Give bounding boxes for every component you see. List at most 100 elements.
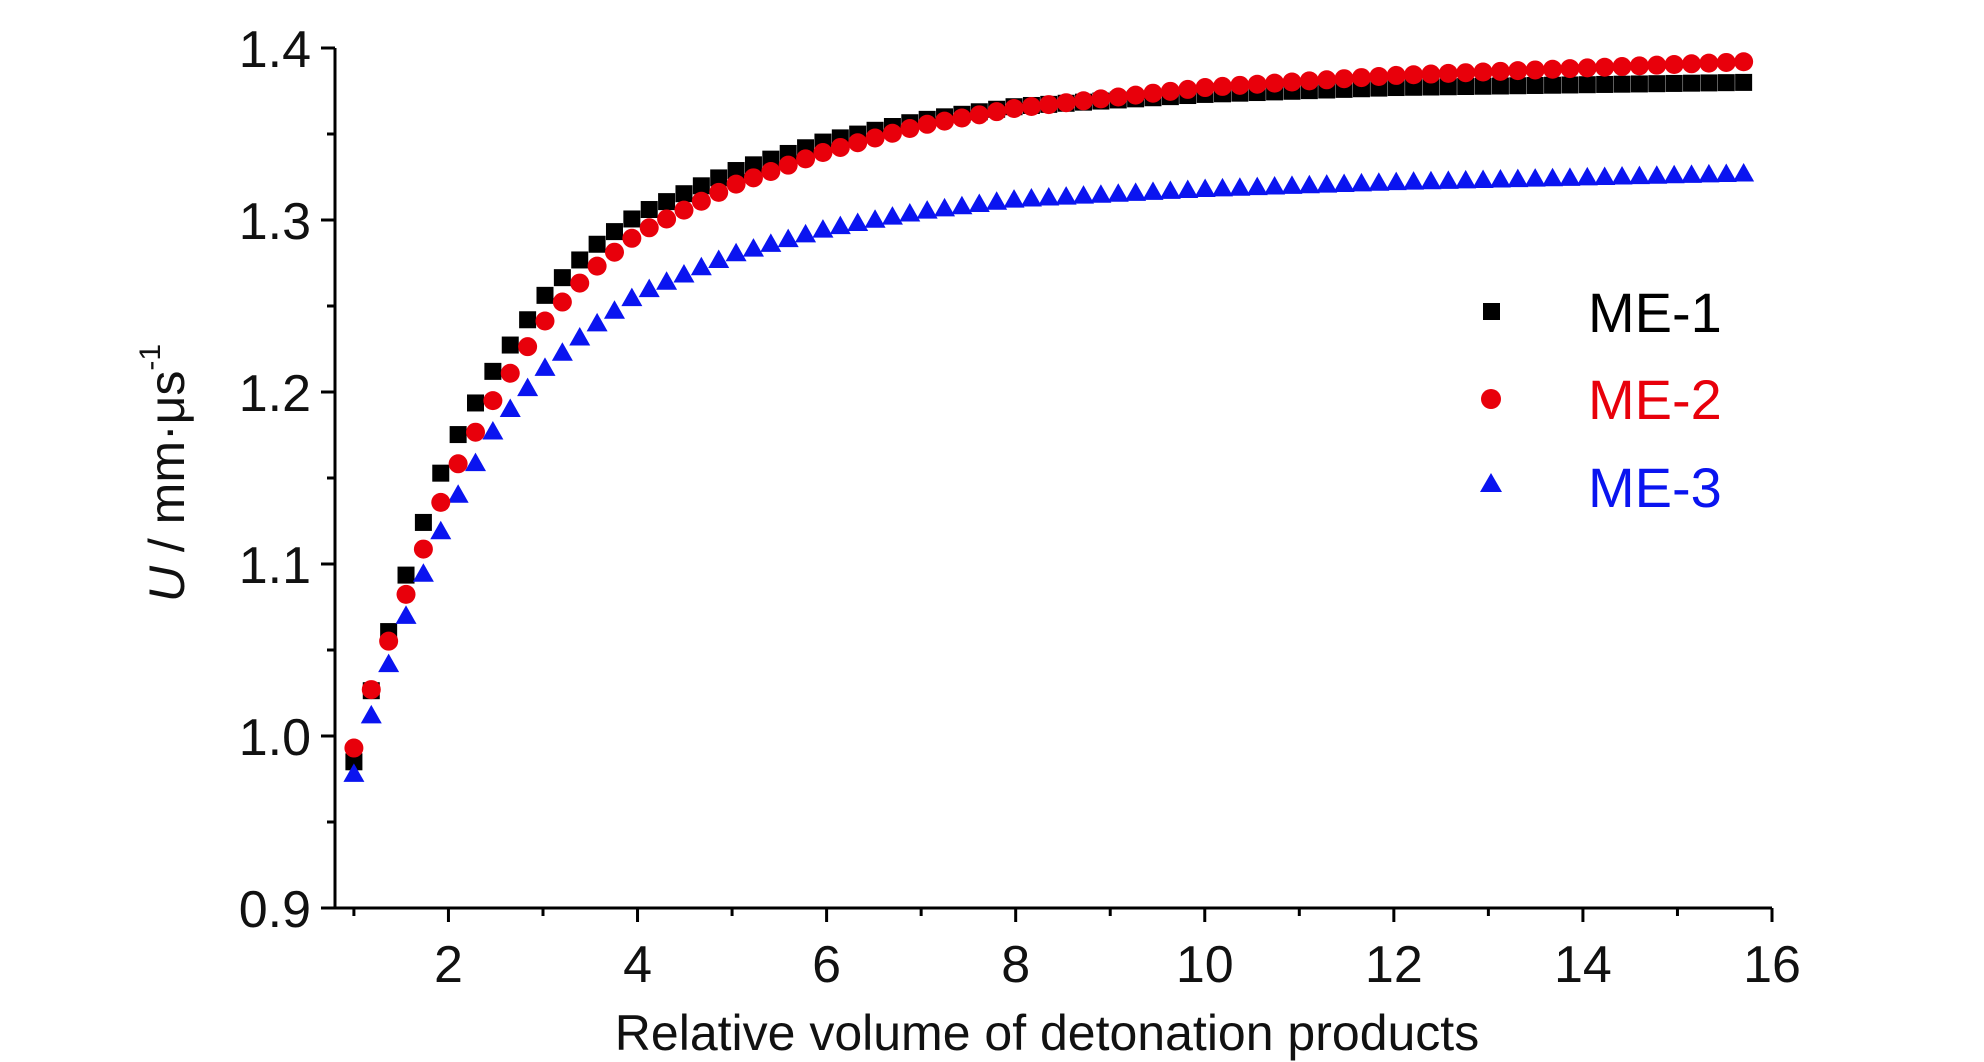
data-point-me-2 [1351, 68, 1371, 88]
y-tick-label: 1.2 [239, 365, 311, 423]
data-point-me-3 [586, 312, 608, 332]
data-point-me-3 [603, 300, 625, 319]
data-point-me-3 [1420, 170, 1442, 190]
data-point-me-2 [778, 155, 798, 175]
data-point-me-1 [501, 336, 519, 354]
data-point-me-3 [1298, 174, 1320, 194]
data-point-me-2 [1074, 91, 1094, 111]
data-point-me-3 [1107, 183, 1129, 202]
data-point-me-2 [848, 133, 868, 153]
data-point-me-2 [1230, 75, 1250, 95]
data-point-me-1 [519, 311, 537, 329]
data-point-me-2 [900, 118, 920, 138]
data-point-me-3 [986, 191, 1008, 210]
data-point-me-3 [1542, 167, 1564, 187]
data-point-me-2 [1282, 72, 1302, 92]
data-point-me-2 [796, 149, 816, 169]
data-point-me-1 [727, 162, 745, 180]
data-point-me-2 [1317, 70, 1337, 90]
data-point-me-3 [412, 563, 434, 582]
data-point-me-3 [1403, 171, 1425, 190]
data-point-me-2 [830, 137, 850, 157]
data-point-me-2 [1386, 65, 1406, 85]
data-point-me-3 [482, 421, 504, 440]
series-me-2 [344, 52, 1754, 758]
data-point-me-3 [1455, 169, 1477, 189]
data-point-me-2 [1490, 61, 1510, 81]
data-point-me-3 [569, 327, 591, 346]
data-point-me-3 [1385, 171, 1407, 191]
chart-marks [343, 52, 1755, 782]
data-point-me-3 [725, 242, 747, 262]
data-point-me-2 [1004, 99, 1024, 119]
data-point-me-2 [1091, 89, 1111, 109]
data-point-me-2 [483, 391, 503, 411]
data-point-me-1 [1700, 74, 1718, 92]
y-tick-label: 1.1 [239, 537, 311, 595]
data-point-me-2 [969, 105, 989, 125]
data-point-me-2 [1265, 73, 1285, 93]
data-point-me-1 [623, 210, 641, 228]
data-point-me-3 [829, 215, 851, 235]
data-point-me-3 [1559, 167, 1581, 186]
legend-marker-me-1 [1483, 303, 1500, 320]
data-point-me-2 [1577, 58, 1597, 78]
data-point-me-3 [847, 212, 869, 231]
data-point-me-3 [1576, 166, 1598, 186]
legend-item-me-1: ME-1 [1483, 281, 1722, 344]
data-point-me-2 [1664, 54, 1684, 74]
data-point-me-2 [622, 228, 642, 248]
data-point-me-3 [1159, 180, 1181, 199]
data-point-me-3 [1489, 169, 1511, 188]
data-point-me-2 [1543, 59, 1563, 79]
data-point-me-1 [1509, 77, 1527, 95]
data-point-me-1 [1683, 74, 1701, 92]
data-point-me-2 [500, 363, 520, 383]
series-me-3 [343, 163, 1755, 782]
x-tick-label: 2 [434, 936, 463, 994]
data-point-me-3 [1038, 187, 1060, 206]
data-point-me-1 [605, 223, 623, 241]
data-point-me-3 [1681, 164, 1703, 183]
data-point-me-3 [1628, 165, 1650, 185]
legend-item-me-2: ME-2 [1481, 368, 1722, 431]
data-point-me-2 [726, 174, 746, 194]
legend-marker-me-2 [1481, 389, 1501, 409]
data-point-me-3 [1437, 170, 1459, 189]
data-point-me-2 [743, 168, 763, 188]
data-point-me-2 [882, 123, 902, 143]
data-point-me-1 [1544, 76, 1562, 94]
data-point-me-3 [1194, 178, 1216, 198]
data-point-me-2 [361, 680, 381, 700]
legend-item-me-3: ME-3 [1480, 456, 1722, 519]
x-tick-label: 4 [623, 936, 652, 994]
data-point-me-2 [1108, 87, 1128, 107]
data-point-me-3 [1715, 163, 1737, 182]
data-point-me-2 [1369, 66, 1389, 86]
data-point-me-2 [1212, 76, 1232, 96]
data-point-me-1 [1717, 74, 1735, 92]
data-point-me-3 [1663, 164, 1685, 184]
data-point-me-1 [658, 193, 676, 211]
data-point-me-3 [430, 520, 452, 540]
data-point-me-1 [1648, 75, 1666, 93]
data-point-me-2 [413, 539, 433, 559]
data-point-me-2 [518, 337, 538, 357]
legend-label-me-2: ME-2 [1588, 368, 1722, 431]
data-point-me-2 [344, 738, 364, 758]
data-point-me-2 [1404, 65, 1424, 85]
data-point-me-3 [343, 763, 365, 782]
data-point-me-1 [536, 286, 554, 304]
data-point-me-2 [1143, 83, 1163, 103]
data-point-me-3 [621, 287, 643, 307]
data-point-me-2 [1629, 56, 1649, 76]
data-point-me-2 [1734, 52, 1754, 72]
legend-label-me-3: ME-3 [1588, 456, 1722, 519]
y-axis-title: U / mm·μs-1 [134, 344, 195, 602]
data-point-me-3 [934, 197, 956, 217]
data-point-me-1 [553, 269, 571, 287]
data-point-me-2 [1056, 93, 1076, 113]
data-point-me-3 [1211, 177, 1233, 197]
x-tick-label: 12 [1365, 936, 1423, 994]
data-point-me-3 [1350, 172, 1372, 192]
